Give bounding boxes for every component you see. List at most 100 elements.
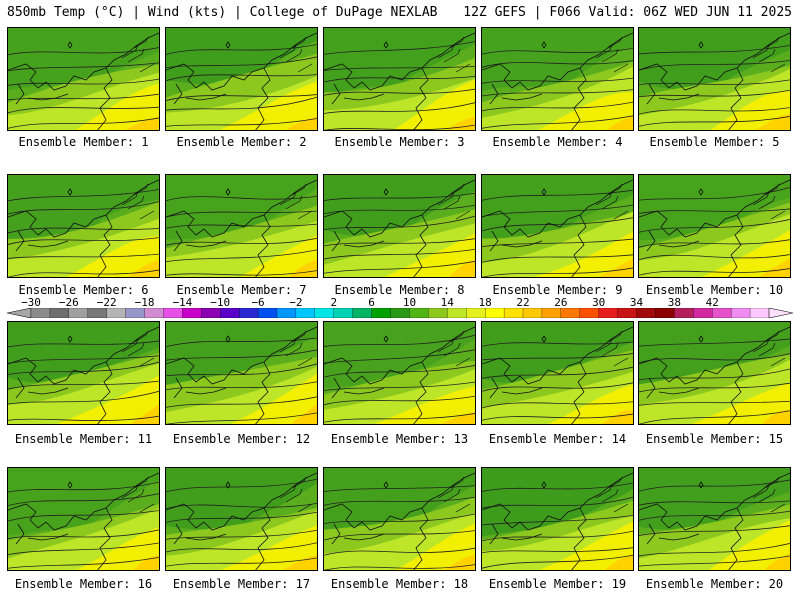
- colorbar-swatch: [30, 308, 51, 318]
- ensemble-map-panel: [7, 467, 160, 571]
- ensemble-member-label: Ensemble Member: 19: [488, 577, 627, 591]
- ensemble-member-label: Ensemble Member: 20: [645, 577, 784, 591]
- colorbar-swatch: [466, 308, 486, 318]
- colorbar-swatch: [163, 308, 183, 318]
- temperature-map: [639, 322, 790, 424]
- ensemble-map-panel: [481, 27, 634, 131]
- temperature-map: [639, 468, 790, 570]
- colorbar-swatch: [636, 308, 656, 318]
- colorbar-tick-label: 2: [330, 296, 338, 309]
- colorbar-swatch: [617, 308, 637, 318]
- ensemble-member-label: Ensemble Member: 17: [172, 577, 311, 591]
- colorbar-swatch: [295, 308, 316, 318]
- colorbar-swatch: [731, 308, 751, 318]
- colorbar-swatch: [276, 308, 297, 318]
- temperature-map: [166, 175, 317, 277]
- ensemble-map-panel: [481, 467, 634, 571]
- colorbar-tick-label: 6: [368, 296, 375, 309]
- colorbar-tick-label: −10: [210, 296, 231, 309]
- colorbar-swatch: [371, 308, 391, 318]
- temperature-map: [8, 322, 159, 424]
- temperature-map: [324, 175, 475, 277]
- colorbar-tick-label: −14: [172, 296, 193, 309]
- ensemble-map-panel: [323, 174, 476, 278]
- ensemble-member-label: Ensemble Member: 16: [14, 577, 153, 591]
- colorbar-swatch: [409, 308, 429, 318]
- colorbar-swatch: [428, 308, 448, 318]
- temperature-map: [166, 468, 317, 570]
- ensemble-member-label: Ensemble Member: 8: [334, 283, 465, 297]
- ensemble-map-panel: [481, 321, 634, 425]
- colorbar-tick-label: −18: [134, 296, 155, 309]
- colorbar-swatch: [693, 308, 713, 318]
- temperature-map: [482, 322, 633, 424]
- temperature-map: [482, 468, 633, 570]
- colorbar-swatch: [201, 308, 221, 318]
- colorbar-tick-label: 10: [402, 296, 417, 309]
- temperature-map: [8, 28, 159, 130]
- colorbar-tick-label: −6: [251, 296, 265, 309]
- colorbar-max-arrow: [768, 308, 793, 318]
- ensemble-map-panel: [323, 467, 476, 571]
- ensemble-map-panel: [323, 321, 476, 425]
- ensemble-member-label: Ensemble Member: 7: [176, 283, 307, 297]
- colorbar-swatch: [106, 308, 127, 318]
- temperature-map: [639, 175, 790, 277]
- colorbar-swatch: [503, 308, 524, 318]
- colorbar-tick-label: 26: [554, 296, 568, 309]
- ensemble-member-label: Ensemble Member: 11: [14, 432, 153, 446]
- colorbar-swatch: [749, 308, 770, 318]
- colorbar-swatch: [541, 308, 562, 318]
- colorbar-tick-label: −2: [289, 296, 303, 309]
- ensemble-member-label: Ensemble Member: 3: [334, 135, 465, 149]
- colorbar-tick-label: 42: [705, 296, 719, 309]
- temperature-map: [324, 322, 475, 424]
- colorbar-swatch: [182, 308, 202, 318]
- temperature-map: [639, 28, 790, 130]
- temperature-map: [166, 28, 317, 130]
- ensemble-member-label: Ensemble Member: 10: [645, 283, 784, 297]
- colorbar-swatch: [314, 308, 335, 318]
- ensemble-map-panel: [323, 27, 476, 131]
- ensemble-member-label: Ensemble Member: 9: [492, 283, 623, 297]
- temperature-map: [324, 28, 475, 130]
- ensemble-map-panel: [165, 321, 318, 425]
- colorbar-swatch: [560, 308, 581, 318]
- ensemble-member-label: Ensemble Member: 2: [176, 135, 307, 149]
- colorbar-swatch: [485, 308, 505, 318]
- ensemble-map-panel: [7, 321, 160, 425]
- colorbar-swatch: [257, 308, 278, 318]
- colorbar-tick-label: 14: [440, 296, 454, 309]
- ensemble-map-panel: [7, 27, 160, 131]
- ensemble-map-panel: [638, 174, 791, 278]
- ensemble-member-label: Ensemble Member: 6: [18, 283, 149, 297]
- colorbar-swatch: [522, 308, 543, 318]
- colorbar-swatch: [68, 308, 89, 318]
- temperature-map: [8, 468, 159, 570]
- ensemble-member-label: Ensemble Member: 1: [18, 135, 149, 149]
- colorbar-swatch: [220, 308, 240, 318]
- colorbar-swatch: [144, 308, 164, 318]
- colorbar-swatch: [352, 308, 373, 318]
- colorbar-swatch: [655, 308, 675, 318]
- colorbar-swatch: [125, 308, 145, 318]
- temperature-map: [482, 28, 633, 130]
- ensemble-map-panel: [165, 27, 318, 131]
- colorbar-min-arrow: [7, 308, 32, 318]
- colorbar-swatch: [333, 308, 354, 318]
- temperature-map: [8, 175, 159, 277]
- ensemble-member-label: Ensemble Member: 18: [330, 577, 469, 591]
- ensemble-map-panel: [165, 467, 318, 571]
- colorbar-tick-label: 22: [516, 296, 530, 309]
- ensemble-map-panel: [7, 174, 160, 278]
- colorbar-swatch: [712, 308, 732, 318]
- ensemble-member-label: Ensemble Member: 14: [488, 432, 627, 446]
- colorbar-swatch: [674, 308, 694, 318]
- colorbar-swatch: [579, 308, 600, 318]
- colorbar-swatch: [390, 308, 410, 318]
- ensemble-member-label: Ensemble Member: 13: [330, 432, 469, 446]
- ensemble-map-panel: [165, 174, 318, 278]
- ensemble-member-label: Ensemble Member: 5: [649, 135, 780, 149]
- colorbar-tick-label: 18: [478, 296, 492, 309]
